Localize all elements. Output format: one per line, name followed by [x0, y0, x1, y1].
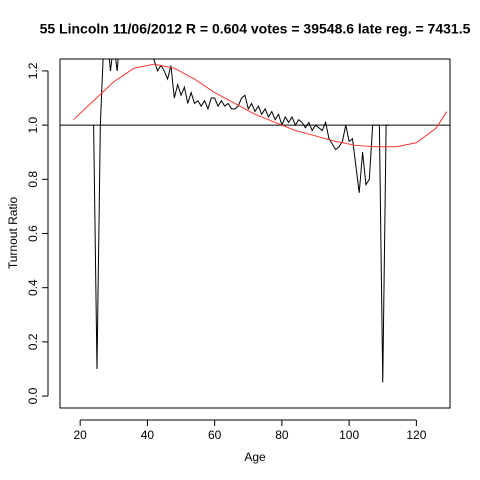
x-tick-label: 100 — [339, 428, 359, 442]
data-line — [93, 59, 390, 383]
chart-title: 55 Lincoln 11/06/2012 R = 0.604 votes = … — [40, 21, 471, 37]
y-tick-label: 1.2 — [26, 62, 40, 79]
y-tick-label: 0.4 — [26, 279, 40, 296]
y-tick-label: 1.0 — [26, 116, 40, 133]
x-tick-label: 80 — [275, 428, 289, 442]
x-tick-label: 20 — [73, 428, 87, 442]
x-tick-label: 40 — [141, 428, 155, 442]
y-tick-label: 0.0 — [26, 387, 40, 404]
y-axis-label: Turnout Ratio — [6, 197, 20, 270]
y-tick-label: 0.2 — [26, 333, 40, 350]
y-tick-label: 0.6 — [26, 225, 40, 242]
x-axis-label: Age — [244, 450, 266, 464]
x-tick-label: 60 — [208, 428, 222, 442]
plot-frame — [59, 58, 451, 409]
data-line — [73, 63, 448, 148]
y-tick-label: 0.8 — [26, 171, 40, 188]
x-tick-label: 120 — [406, 428, 426, 442]
